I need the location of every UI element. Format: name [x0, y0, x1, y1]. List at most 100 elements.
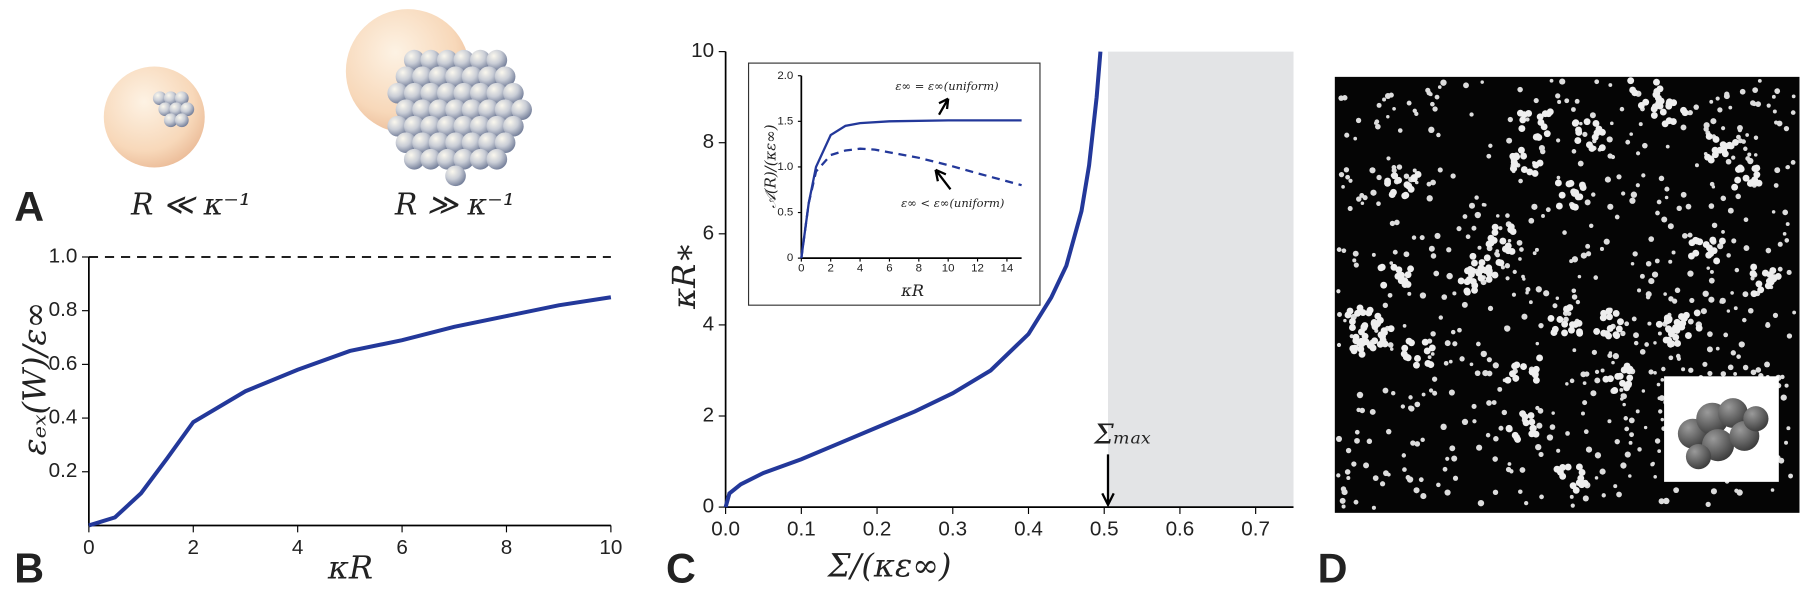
particle-dot	[1354, 437, 1360, 444]
particle-dot	[1635, 183, 1640, 188]
particle-dot	[1428, 126, 1435, 134]
particle	[420, 49, 442, 71]
particle-dot	[1607, 203, 1614, 210]
particle-dot	[1724, 91, 1730, 97]
particle-dot	[1670, 99, 1678, 107]
particle-dot	[1491, 400, 1497, 405]
particle-dot	[1671, 250, 1676, 255]
particle-dot	[1656, 382, 1661, 387]
particle-dot	[1569, 482, 1577, 490]
particle-dot	[1733, 306, 1738, 311]
particle	[180, 102, 195, 117]
x-tick-label: 6	[886, 262, 892, 274]
particle-dot	[1765, 322, 1771, 328]
particle-dot	[1528, 418, 1536, 426]
y-tick-label: 0.8	[49, 298, 78, 321]
particle-dot	[1404, 271, 1412, 279]
particle-dot	[1543, 130, 1551, 138]
particle-dot	[1509, 469, 1514, 474]
particle	[403, 115, 425, 137]
particle-dot	[1336, 289, 1341, 294]
particle-dot	[1588, 223, 1594, 229]
y-tick-label: 0	[787, 252, 793, 264]
particle-dot	[1485, 432, 1491, 438]
particle-dot	[1430, 101, 1435, 107]
particle-dot	[1693, 104, 1699, 110]
particle-dot	[1611, 387, 1619, 394]
particle-dot	[1592, 120, 1600, 127]
particle-dot	[1765, 247, 1772, 254]
particle-dot	[1538, 144, 1545, 152]
particle-dot	[1491, 271, 1499, 279]
particle-dot	[1664, 186, 1670, 192]
particle-dot	[1448, 359, 1453, 364]
particle-dot	[1705, 501, 1711, 507]
particle-dot	[1569, 494, 1574, 499]
particle-dot	[1474, 211, 1481, 219]
particle-dot	[1374, 119, 1380, 125]
particle-dot	[1356, 391, 1364, 399]
particle-dot	[1719, 299, 1724, 304]
particle-dot	[1504, 263, 1511, 269]
panel-label: C	[666, 545, 696, 591]
particle-dot	[1546, 434, 1554, 441]
particle-dot	[1772, 109, 1777, 114]
particle-dot	[1432, 390, 1438, 396]
particle-dot	[1537, 119, 1545, 126]
particle-dot	[1551, 411, 1555, 415]
particle-dot	[1585, 243, 1591, 249]
particle-dot	[1510, 155, 1518, 163]
y-tick-label: 6	[703, 221, 714, 244]
particle-dot	[1354, 429, 1360, 435]
particle-dot	[1482, 369, 1489, 377]
particle-dot	[1525, 117, 1530, 122]
particle-dot	[1376, 201, 1381, 207]
particle-dot	[1430, 352, 1435, 356]
particle-dot	[1516, 109, 1524, 117]
particle-dot	[1743, 146, 1748, 152]
particle-dot	[1651, 103, 1659, 111]
particle-dot	[1790, 160, 1796, 165]
particle	[420, 148, 442, 170]
particle-dot	[1657, 331, 1662, 336]
particle	[387, 82, 409, 104]
particle-dot	[1571, 294, 1578, 300]
particle-dot	[1745, 156, 1751, 161]
particle-dot	[1726, 253, 1731, 258]
particle-dot	[1676, 205, 1682, 212]
particle-dot	[1594, 476, 1599, 480]
particle-dot	[1531, 370, 1539, 378]
particle-dot	[1680, 106, 1687, 114]
particle-dot	[1600, 309, 1608, 317]
particle-dot	[1539, 494, 1544, 500]
particle-dot	[1341, 185, 1345, 189]
particle-dot	[1752, 87, 1759, 94]
particle-dot	[1739, 88, 1746, 95]
particle-dot	[1657, 449, 1662, 453]
particle	[403, 49, 425, 71]
particle-dot	[1616, 491, 1622, 498]
particle-dot	[1642, 98, 1650, 106]
particle-dot	[1639, 349, 1646, 355]
particle-dot	[1380, 327, 1388, 335]
particle-dot	[1556, 175, 1561, 180]
particle-dot	[1575, 463, 1583, 471]
particle-dot	[1431, 376, 1438, 382]
particle-dot	[1727, 364, 1734, 371]
particle-dot	[1603, 238, 1610, 245]
particle-dot	[1593, 327, 1601, 335]
particle-dot	[1750, 276, 1755, 281]
particle	[412, 132, 433, 154]
particle-dot	[1578, 469, 1586, 476]
particle-dot	[1395, 266, 1403, 274]
particle-dot	[1710, 488, 1717, 495]
particle-dot	[1574, 98, 1580, 104]
particle-dot	[1428, 92, 1433, 97]
particle-dot	[1517, 146, 1525, 154]
particle-dot	[1641, 389, 1646, 393]
particle-dot	[1687, 232, 1693, 238]
particle-dot	[1418, 477, 1424, 483]
particle-dot	[1403, 181, 1411, 189]
particle-dot	[1658, 395, 1665, 401]
particle-dot	[1577, 474, 1585, 482]
